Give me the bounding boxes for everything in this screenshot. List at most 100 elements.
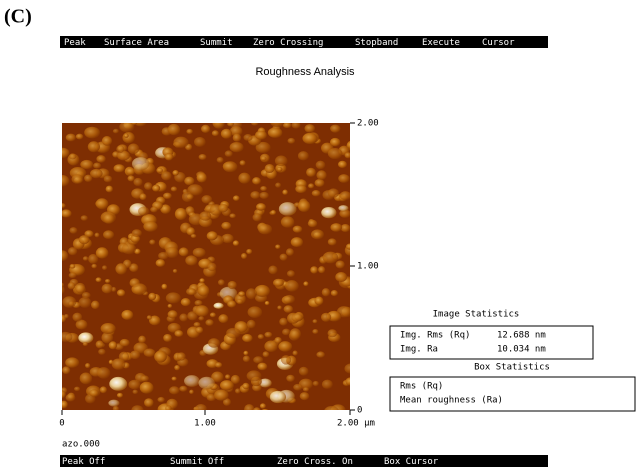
status-item[interactable]: Box Cursor xyxy=(384,457,439,467)
grain xyxy=(207,263,216,271)
grain xyxy=(221,129,232,139)
grain xyxy=(336,261,345,269)
grain xyxy=(210,312,216,317)
stats-title: Image Statistics xyxy=(433,310,520,320)
grain xyxy=(144,349,156,357)
grain xyxy=(106,186,113,193)
grain xyxy=(72,174,84,184)
grain xyxy=(169,386,180,394)
grain xyxy=(275,156,288,167)
grain xyxy=(233,134,241,142)
grain xyxy=(260,156,266,160)
grain xyxy=(147,315,152,319)
grain xyxy=(298,151,309,160)
grain xyxy=(96,198,109,209)
grain xyxy=(208,338,220,348)
grain xyxy=(132,283,147,294)
grain xyxy=(69,227,77,234)
grain xyxy=(113,129,119,134)
grain xyxy=(179,247,189,256)
grain xyxy=(287,270,295,277)
grain xyxy=(79,235,90,244)
grain xyxy=(228,281,237,289)
grain xyxy=(282,190,288,195)
grain xyxy=(321,313,331,322)
grain xyxy=(97,367,110,378)
grain xyxy=(102,284,113,294)
grain xyxy=(138,207,149,216)
grain xyxy=(318,266,325,273)
status-item[interactable]: Peak Off xyxy=(62,457,105,467)
grain xyxy=(275,183,281,188)
grain xyxy=(243,351,248,355)
status-item[interactable]: Summit Off xyxy=(170,457,224,467)
grain xyxy=(229,213,235,218)
menu-item[interactable]: Surface Area xyxy=(104,38,169,48)
grain xyxy=(89,389,98,397)
grain xyxy=(59,332,73,342)
grain xyxy=(243,134,252,141)
grain xyxy=(144,182,152,190)
grain xyxy=(156,168,163,173)
grain xyxy=(109,377,127,391)
grain xyxy=(316,351,324,357)
menu-item[interactable]: Execute xyxy=(422,38,460,48)
grain xyxy=(195,327,203,334)
grain xyxy=(248,306,263,318)
grain xyxy=(233,195,240,201)
grain xyxy=(199,278,204,282)
panel-label: (C) xyxy=(4,6,32,28)
stat-name: Img. Rms (Rq) xyxy=(400,331,470,341)
grain xyxy=(258,334,264,339)
grain xyxy=(242,334,252,342)
menu-item[interactable]: Summit xyxy=(200,38,233,48)
grain xyxy=(255,285,270,297)
grain xyxy=(271,210,276,215)
grain xyxy=(195,300,203,306)
grain xyxy=(173,137,188,148)
grain xyxy=(299,367,309,376)
grain xyxy=(198,285,210,297)
stat-value: 10.034 nm xyxy=(497,345,546,355)
grain xyxy=(227,121,234,126)
grain xyxy=(105,279,110,283)
grain xyxy=(217,157,224,163)
grain xyxy=(162,284,168,290)
grain xyxy=(175,208,187,220)
grain xyxy=(149,240,155,245)
grain xyxy=(75,283,85,293)
grain xyxy=(221,222,231,230)
status-item[interactable]: Zero Cross. On xyxy=(277,457,353,467)
menu-item[interactable]: Peak xyxy=(64,38,86,48)
grain xyxy=(260,403,266,408)
grain xyxy=(253,213,262,221)
grain xyxy=(321,207,336,218)
grain xyxy=(214,389,229,400)
grain xyxy=(156,259,165,267)
grain xyxy=(69,272,77,278)
grain xyxy=(102,265,107,270)
grain xyxy=(62,296,76,308)
grain xyxy=(195,305,209,316)
grain xyxy=(117,393,123,398)
grain xyxy=(179,386,187,392)
grain xyxy=(56,148,69,158)
grain xyxy=(198,377,215,390)
menu-item[interactable]: Stopband xyxy=(355,38,398,48)
grain xyxy=(288,138,296,144)
grain xyxy=(152,185,160,192)
grain xyxy=(330,138,340,146)
grain xyxy=(246,288,257,299)
stat-name: Img. Ra xyxy=(400,345,438,355)
menu-item[interactable]: Zero Crossing xyxy=(253,38,323,48)
grain xyxy=(251,120,258,125)
grain xyxy=(286,375,295,382)
grain xyxy=(322,380,333,389)
grain xyxy=(315,296,324,305)
grain xyxy=(277,167,283,172)
grain xyxy=(346,244,354,250)
grain xyxy=(200,211,212,220)
axis-label: 0 xyxy=(357,406,362,416)
grain xyxy=(291,237,303,247)
menu-item[interactable]: Cursor xyxy=(482,38,515,48)
